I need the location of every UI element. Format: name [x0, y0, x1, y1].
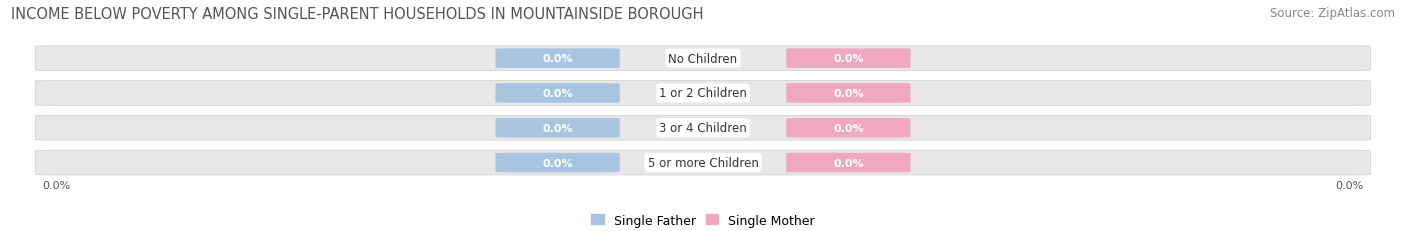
- Text: 1 or 2 Children: 1 or 2 Children: [659, 87, 747, 100]
- Text: No Children: No Children: [668, 52, 738, 65]
- FancyBboxPatch shape: [35, 151, 1371, 175]
- Text: 0.0%: 0.0%: [42, 180, 70, 190]
- Text: Source: ZipAtlas.com: Source: ZipAtlas.com: [1270, 7, 1395, 20]
- FancyBboxPatch shape: [495, 84, 620, 103]
- Text: 0.0%: 0.0%: [834, 54, 863, 64]
- FancyBboxPatch shape: [35, 47, 1371, 71]
- Text: 3 or 4 Children: 3 or 4 Children: [659, 122, 747, 135]
- Text: 0.0%: 0.0%: [834, 158, 863, 168]
- FancyBboxPatch shape: [495, 119, 620, 138]
- FancyBboxPatch shape: [786, 153, 911, 173]
- FancyBboxPatch shape: [35, 81, 1371, 106]
- Text: 0.0%: 0.0%: [543, 123, 572, 133]
- Legend: Single Father, Single Mother: Single Father, Single Mother: [591, 214, 815, 227]
- FancyBboxPatch shape: [786, 84, 911, 103]
- FancyBboxPatch shape: [786, 49, 911, 69]
- FancyBboxPatch shape: [495, 153, 620, 173]
- Text: 0.0%: 0.0%: [834, 88, 863, 99]
- Text: 0.0%: 0.0%: [1336, 180, 1364, 190]
- FancyBboxPatch shape: [786, 119, 911, 138]
- FancyBboxPatch shape: [495, 49, 620, 69]
- Text: INCOME BELOW POVERTY AMONG SINGLE-PARENT HOUSEHOLDS IN MOUNTAINSIDE BOROUGH: INCOME BELOW POVERTY AMONG SINGLE-PARENT…: [11, 7, 704, 22]
- Text: 0.0%: 0.0%: [834, 123, 863, 133]
- Text: 0.0%: 0.0%: [543, 54, 572, 64]
- FancyBboxPatch shape: [35, 116, 1371, 140]
- Text: 0.0%: 0.0%: [543, 88, 572, 99]
- Text: 0.0%: 0.0%: [543, 158, 572, 168]
- Text: 5 or more Children: 5 or more Children: [648, 156, 758, 169]
